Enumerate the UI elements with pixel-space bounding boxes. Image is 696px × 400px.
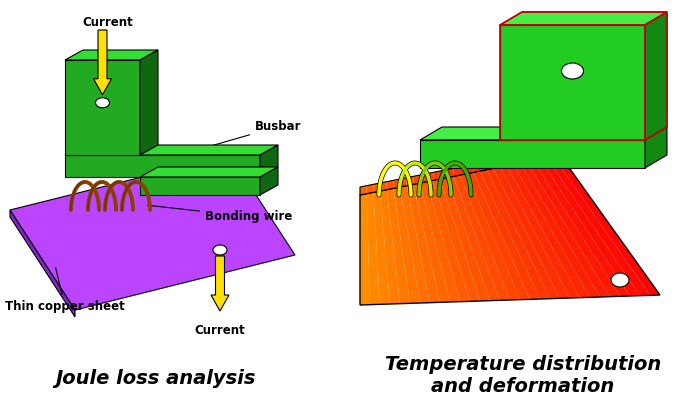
Polygon shape <box>400 178 406 187</box>
Polygon shape <box>406 176 413 186</box>
Polygon shape <box>514 163 600 297</box>
Polygon shape <box>140 167 278 177</box>
Polygon shape <box>466 164 473 174</box>
Polygon shape <box>65 155 260 177</box>
Polygon shape <box>380 182 387 191</box>
Polygon shape <box>447 176 500 301</box>
Polygon shape <box>427 172 434 182</box>
Polygon shape <box>507 164 590 298</box>
Polygon shape <box>453 167 460 176</box>
Polygon shape <box>65 145 278 155</box>
Polygon shape <box>427 180 470 302</box>
Ellipse shape <box>562 63 583 79</box>
Polygon shape <box>453 175 510 300</box>
Polygon shape <box>493 159 500 168</box>
Polygon shape <box>473 171 540 299</box>
Polygon shape <box>480 170 550 299</box>
Ellipse shape <box>611 273 629 287</box>
Polygon shape <box>546 148 553 158</box>
Polygon shape <box>507 156 514 166</box>
Polygon shape <box>533 159 630 296</box>
Polygon shape <box>10 155 295 310</box>
Polygon shape <box>440 178 490 301</box>
Polygon shape <box>406 184 440 303</box>
Polygon shape <box>10 210 75 317</box>
Polygon shape <box>500 12 667 25</box>
Text: Temperature distribution
and deformation: Temperature distribution and deformation <box>385 355 661 396</box>
Polygon shape <box>140 177 260 195</box>
Polygon shape <box>520 162 610 297</box>
Polygon shape <box>373 183 380 192</box>
Polygon shape <box>527 152 533 162</box>
Polygon shape <box>393 187 420 303</box>
Polygon shape <box>420 174 427 183</box>
Polygon shape <box>460 174 520 300</box>
Polygon shape <box>500 166 580 298</box>
Polygon shape <box>527 160 620 297</box>
Polygon shape <box>360 186 367 195</box>
Text: Current: Current <box>195 324 246 337</box>
Polygon shape <box>500 158 507 167</box>
Polygon shape <box>514 155 520 164</box>
Polygon shape <box>500 25 645 140</box>
Polygon shape <box>434 179 480 301</box>
Polygon shape <box>540 150 546 159</box>
Polygon shape <box>553 155 660 295</box>
Polygon shape <box>367 184 373 194</box>
FancyArrow shape <box>93 30 111 95</box>
Polygon shape <box>553 147 560 156</box>
Polygon shape <box>440 170 447 179</box>
Text: Joule loss analysis: Joule loss analysis <box>55 369 255 388</box>
Polygon shape <box>413 183 450 302</box>
Polygon shape <box>493 167 570 298</box>
Polygon shape <box>140 50 158 155</box>
Polygon shape <box>387 188 410 304</box>
Polygon shape <box>393 179 400 188</box>
Polygon shape <box>487 160 493 170</box>
Polygon shape <box>65 60 140 155</box>
Polygon shape <box>540 158 640 296</box>
Polygon shape <box>380 190 400 304</box>
Polygon shape <box>413 175 420 184</box>
Polygon shape <box>466 172 530 300</box>
Polygon shape <box>533 151 540 160</box>
Polygon shape <box>473 163 480 172</box>
FancyArrow shape <box>211 256 229 311</box>
Polygon shape <box>387 180 393 190</box>
Polygon shape <box>260 145 278 177</box>
Polygon shape <box>546 156 650 296</box>
Polygon shape <box>447 168 453 178</box>
Text: Current: Current <box>82 16 133 29</box>
Polygon shape <box>480 162 487 171</box>
Polygon shape <box>373 191 390 304</box>
Polygon shape <box>367 192 380 305</box>
Text: Busbar: Busbar <box>193 120 301 151</box>
Polygon shape <box>487 168 560 299</box>
Text: Thin copper sheet: Thin copper sheet <box>5 268 125 313</box>
Polygon shape <box>65 50 158 60</box>
Ellipse shape <box>213 245 227 255</box>
Polygon shape <box>645 127 667 168</box>
Polygon shape <box>460 166 466 175</box>
Polygon shape <box>520 154 527 163</box>
Polygon shape <box>420 140 645 168</box>
Polygon shape <box>645 12 667 140</box>
Text: Bonding wire: Bonding wire <box>148 205 292 223</box>
Polygon shape <box>360 194 370 305</box>
Polygon shape <box>400 186 430 303</box>
Polygon shape <box>420 182 460 302</box>
Polygon shape <box>434 171 440 180</box>
Polygon shape <box>420 127 667 140</box>
Polygon shape <box>260 167 278 195</box>
Ellipse shape <box>95 98 109 108</box>
